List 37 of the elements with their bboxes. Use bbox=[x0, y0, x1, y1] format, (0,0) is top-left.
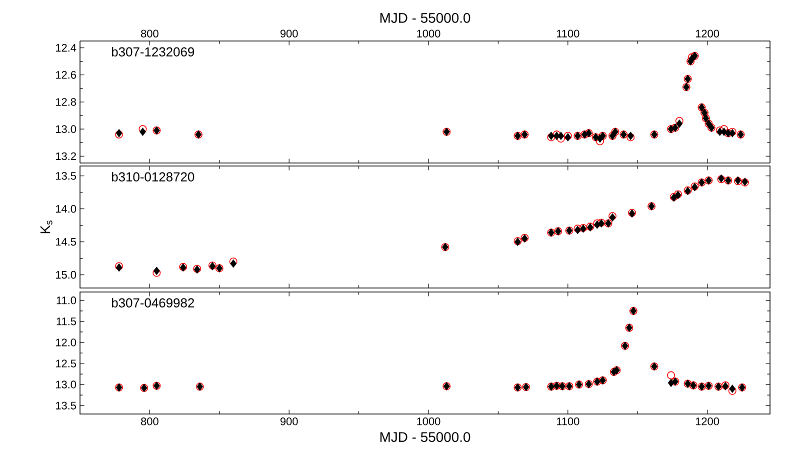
annotation: b310-0128720 bbox=[112, 172, 194, 182]
y-axis-title: K$_{s}$ bbox=[40, 220, 52, 234]
y-tick-label: 13.5 bbox=[56, 172, 76, 180]
x-axis-title: MJD - 55000.0 bbox=[380, 432, 470, 442]
point bbox=[140, 128, 146, 136]
point bbox=[667, 371, 676, 380]
y-tick-label: 14.5 bbox=[56, 238, 76, 246]
y-tick-label: 13.0 bbox=[56, 125, 76, 133]
y-tick-label: 12.0 bbox=[56, 338, 76, 346]
x2-tick-label: 1200 bbox=[696, 30, 720, 38]
x2-tick-label: 1100 bbox=[556, 30, 580, 38]
y-tick-label: 12.6 bbox=[56, 71, 76, 79]
x2-axis-title: MJD - 55000.0 bbox=[380, 12, 470, 23]
x-tick-label: 1200 bbox=[696, 418, 720, 426]
y-tick-label: 13.2 bbox=[56, 152, 76, 160]
y-tick-label: 12.8 bbox=[56, 98, 76, 106]
x2-tick-label: 800 bbox=[141, 30, 158, 38]
x2-tick-label: 900 bbox=[280, 30, 298, 38]
y-tick-label: 11.5 bbox=[56, 318, 76, 326]
y-tick-label: 13.0 bbox=[56, 380, 76, 388]
annotation: b307-1232069 bbox=[112, 46, 194, 56]
point bbox=[676, 119, 683, 128]
y-tick-label: 12.5 bbox=[56, 360, 76, 368]
point bbox=[138, 125, 147, 134]
y-tick-label: 13.5 bbox=[56, 402, 76, 410]
y-tick-label: 11.0 bbox=[56, 296, 76, 304]
x2-tick-label: 1000 bbox=[417, 30, 440, 38]
x-tick-label: 1100 bbox=[556, 418, 580, 426]
annotation: b307-0469982 bbox=[112, 298, 194, 308]
point bbox=[675, 116, 684, 125]
point bbox=[558, 132, 564, 140]
y-tick-label: 12.4 bbox=[56, 44, 76, 52]
x-tick-label: 1000 bbox=[417, 418, 440, 426]
x-tick-label: 900 bbox=[280, 418, 298, 426]
x-tick-label: 800 bbox=[141, 418, 158, 426]
y-tick-label: 15.0 bbox=[56, 270, 76, 279]
y-tick-label: 14.0 bbox=[56, 204, 76, 213]
